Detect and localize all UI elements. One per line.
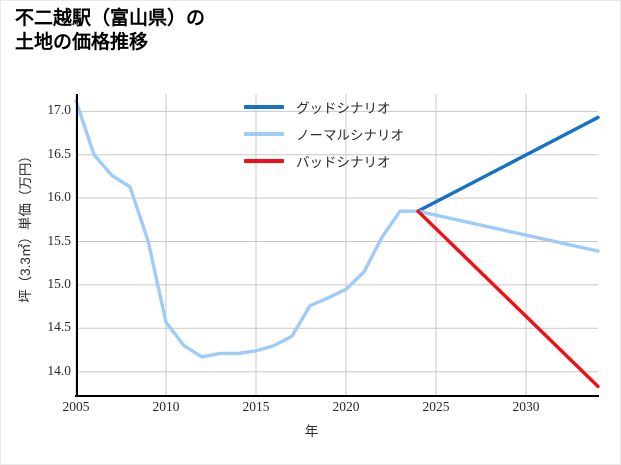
x-tick-label: 2020 [332, 399, 360, 414]
y-tick-label: 14.5 [47, 319, 71, 335]
grid-lines [75, 94, 598, 396]
legend-color-swatch [244, 158, 284, 163]
data-series [74, 99, 600, 389]
series-line [416, 115, 600, 213]
y-tick-label: 16.5 [47, 145, 71, 161]
y-axis-line [76, 94, 78, 397]
legend-item-label: バッドシナリオ [296, 154, 391, 170]
legend-item[interactable]: ノーマルシナリオ [244, 120, 464, 147]
y-tick-label: 15.5 [47, 232, 71, 248]
x-tick-label: 2025 [422, 399, 450, 414]
x-tick-label: 2015 [242, 399, 270, 414]
series-line [416, 209, 600, 389]
x-axis-line [75, 395, 599, 397]
series-line [416, 209, 600, 253]
page-title: 不二越駅（富山県）の 土地の価格推移 [15, 8, 206, 54]
y-tick-label: 14.0 [47, 362, 71, 378]
y-axis-title: 坪（3.3㎡）単価（万円） [18, 149, 33, 303]
y-tick-label: 17.0 [47, 102, 71, 118]
legend-item-label: グッドシナリオ [296, 100, 391, 116]
x-tick-label: 2010 [152, 399, 180, 414]
legend-item-label: ノーマルシナリオ [296, 127, 404, 143]
x-tick-label: 2030 [512, 399, 540, 414]
y-axis-tick-labels: 14.0 14.5 15.0 15.5 16.0 16.5 17.0 [23, 1, 71, 464]
y-tick-label: 15.0 [47, 275, 71, 291]
legend-color-swatch [244, 104, 284, 109]
legend: グッドシナリオ ノーマルシナリオ バッドシナリオ [244, 93, 464, 174]
y-tick-label: 16.0 [47, 189, 71, 205]
legend-color-swatch [244, 131, 284, 136]
plot-area [74, 94, 600, 396]
legend-item[interactable]: バッドシナリオ [244, 147, 464, 174]
x-tick-label: 2005 [62, 399, 90, 414]
legend-item[interactable]: グッドシナリオ [244, 93, 464, 120]
x-axis-title: 年 [304, 424, 319, 439]
series-line [74, 99, 420, 359]
